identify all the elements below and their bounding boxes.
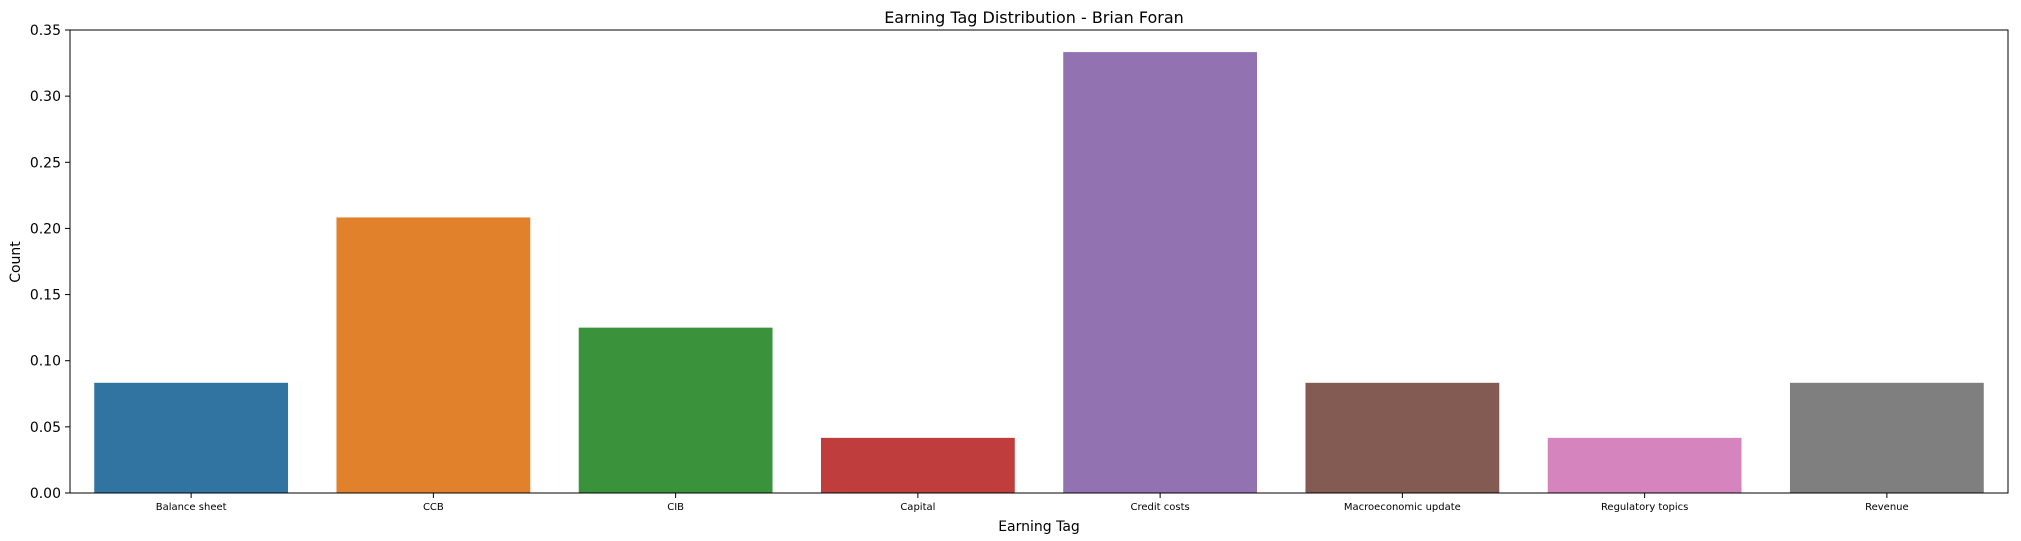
bar — [820, 437, 1015, 493]
bar — [1063, 52, 1258, 494]
x-tick-label: CCB — [423, 502, 444, 513]
x-tick-label: Macroeconomic update — [1344, 502, 1461, 513]
x-tick-label: Regulatory topics — [1601, 502, 1688, 513]
plot-frame — [69, 29, 2009, 494]
bar — [336, 217, 531, 493]
y-tick-label: 0.00 — [30, 486, 61, 502]
y-tick-label: 0.10 — [30, 354, 61, 370]
bar — [578, 327, 773, 493]
y-tick-label: 0.35 — [30, 23, 61, 39]
bar — [1789, 382, 1984, 493]
x-tick-label: Balance sheet — [156, 502, 227, 513]
x-axis: Balance sheet CCB CIB Capital Credit costs Ma… — [156, 493, 1909, 513]
x-axis-label: Earning Tag — [998, 519, 1080, 535]
x-tick-label: Capital — [900, 502, 935, 513]
x-tick-label: Revenue — [1865, 502, 1909, 513]
bars — [94, 52, 1984, 494]
x-tick-label: CIB — [667, 502, 684, 513]
chart-title: Earning Tag Distribution - Brian Foran — [884, 8, 1184, 27]
bar — [1547, 437, 1742, 493]
y-tick-label: 0.15 — [30, 288, 61, 304]
y-tick-label: 0.30 — [30, 89, 61, 105]
y-axis-label: Count — [8, 241, 24, 283]
x-tick-label: Credit costs — [1131, 502, 1190, 513]
y-tick-label: 0.25 — [30, 155, 61, 171]
bar — [94, 382, 289, 493]
bar — [1305, 382, 1500, 493]
y-tick-label: 0.05 — [30, 420, 61, 436]
y-axis: 0.00 0.05 0.10 0.15 0.20 0.25 0.30 0.35 — [30, 23, 70, 502]
y-tick-label: 0.20 — [30, 221, 61, 237]
